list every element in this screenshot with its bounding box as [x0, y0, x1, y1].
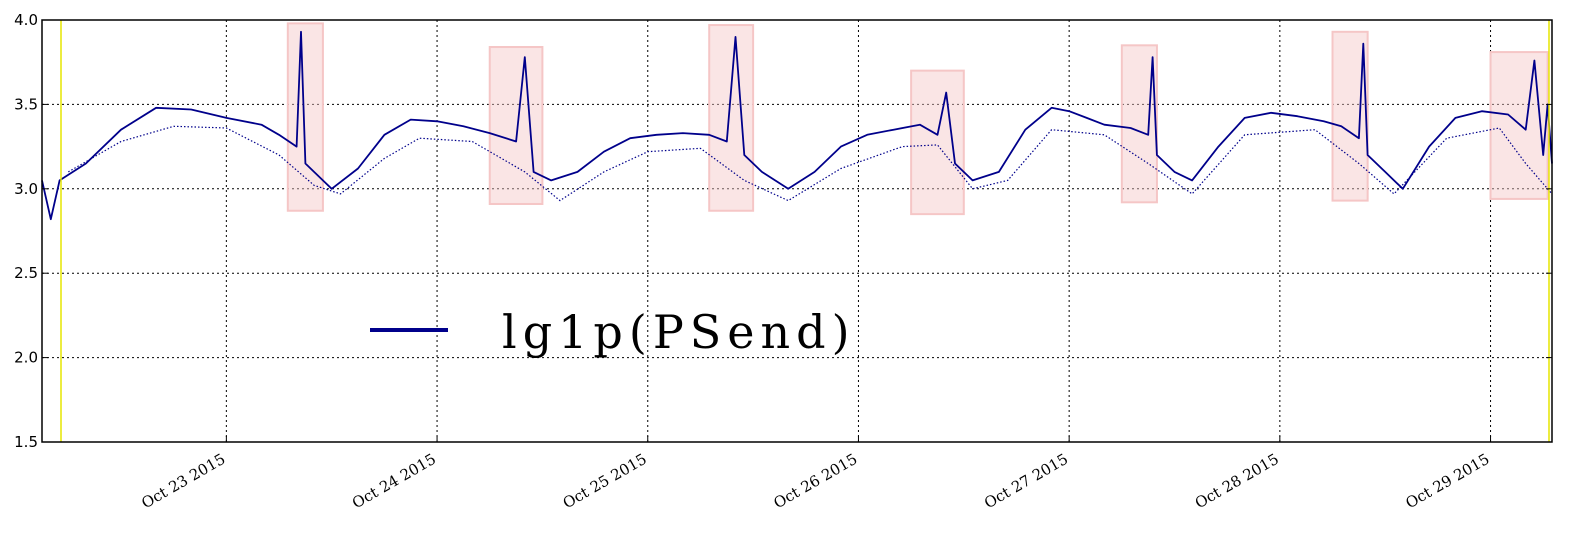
plot-frame	[41, 19, 1553, 443]
highlight-box	[1489, 51, 1549, 200]
boundary-lines	[60, 20, 1550, 442]
highlight-box	[286, 22, 324, 212]
grid	[42, 20, 1552, 442]
y-axis-ticks: 1.5 2.0 2.5 3.0 3.5 4.0	[14, 11, 1552, 451]
series-lines	[41, 30, 1553, 221]
y-tick-label: 3.0	[14, 180, 38, 198]
y-tick-label: 4.0	[14, 11, 38, 29]
series-line-dotted	[68, 125, 1553, 202]
x-axis-ticks: Oct 23 2015 Oct 24 2015 Oct 25 2015 Oct 26 …	[138, 436, 1493, 512]
x-tick-label: Oct 26 2015	[770, 450, 860, 512]
series-line-lg1p-psend	[41, 30, 1553, 221]
highlight-box	[910, 69, 965, 216]
x-tick-label: Oct 27 2015	[981, 450, 1071, 512]
y-tick-label: 2.0	[14, 349, 38, 367]
x-tick-label: Oct 28 2015	[1192, 450, 1282, 512]
legend: lg1p(PSend)	[370, 305, 856, 359]
x-tick-label: Oct 23 2015	[138, 450, 228, 512]
y-tick-label: 2.5	[14, 264, 38, 282]
x-tick-label: Oct 24 2015	[349, 450, 439, 512]
highlight-box	[708, 24, 755, 212]
y-tick-label: 3.5	[14, 95, 38, 113]
highlight-boxes	[286, 22, 1549, 216]
highlight-box	[488, 46, 544, 205]
x-tick-label: Oct 29 2015	[1403, 450, 1493, 512]
legend-label: lg1p(PSend)	[502, 305, 856, 359]
y-tick-label: 1.5	[14, 433, 38, 451]
x-tick-label: Oct 25 2015	[560, 450, 650, 512]
